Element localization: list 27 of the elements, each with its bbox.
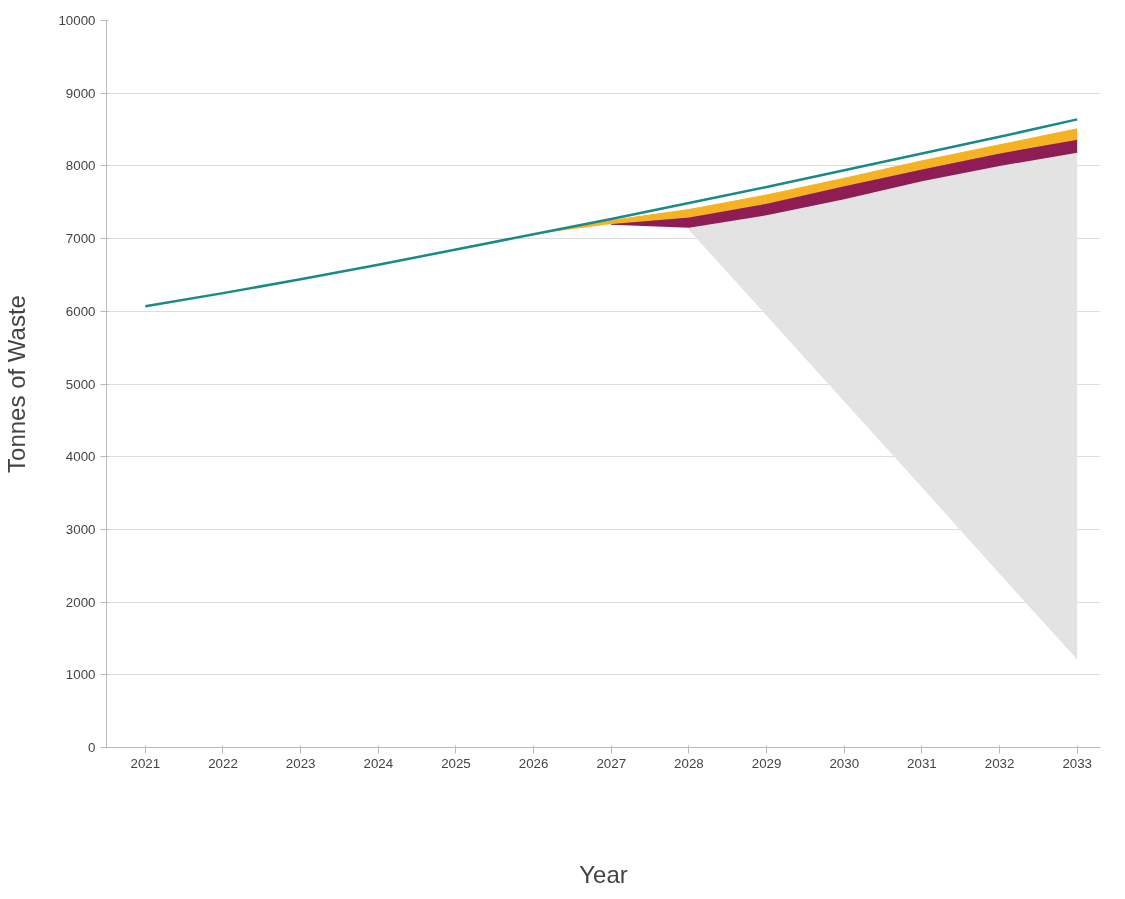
y-tick-label: 2000	[65, 594, 96, 610]
x-tick-label: 2032	[984, 755, 1015, 771]
line-series	[144, 118, 1079, 308]
x-tick-label: 2026	[518, 755, 549, 771]
x-tick-label: 2027	[596, 755, 627, 771]
x-tick-label: 2033	[1062, 755, 1093, 771]
y-tick-label: 6000	[65, 303, 96, 319]
x-tick-label: 2024	[363, 755, 394, 771]
x-tick-label: 2028	[674, 755, 704, 771]
y-tick-label: 0	[88, 740, 96, 755]
x-tick-label: 2030	[829, 755, 860, 771]
x-tick-label: 2031	[907, 755, 937, 771]
y-tick-label: 9000	[65, 85, 96, 101]
y-tick-label: 7000	[65, 231, 96, 247]
y-tick-label: 5000	[65, 376, 96, 392]
x-tick-label: 2025	[441, 755, 471, 771]
y-tick-label: 10000	[58, 13, 96, 28]
y-tick-label: 1000	[65, 667, 96, 683]
x-tick-label: 2022	[208, 755, 238, 771]
x-tick-label: 2023	[285, 755, 316, 771]
x-tick-label: 2029	[751, 755, 782, 771]
x-axis-title: Year	[579, 860, 628, 888]
y-tick-label: 8000	[65, 158, 96, 174]
y-tick-label: 4000	[65, 449, 96, 465]
y-tick-label: 3000	[65, 521, 96, 537]
y-axis-title: Tonnes of Waste	[3, 295, 31, 473]
x-tick-label: 2021	[130, 755, 161, 771]
